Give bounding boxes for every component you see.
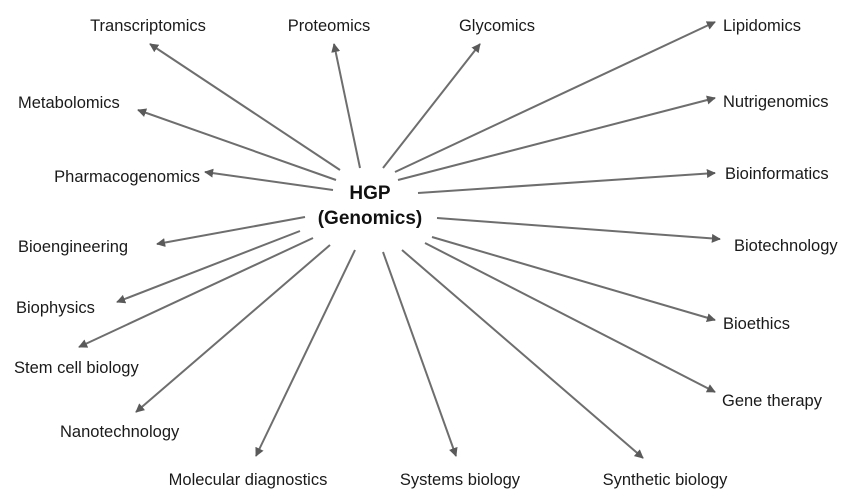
node-label-nutrigenomics: Nutrigenomics	[723, 93, 828, 111]
arrow-to-molecular-diagnostics	[255, 249, 356, 457]
node-label-pharmacogenomics: Pharmacogenomics	[54, 168, 200, 186]
node-label-transcriptomics: Transcriptomics	[90, 17, 206, 35]
node-label-lipidomics: Lipidomics	[723, 17, 801, 35]
hub-label-hgp: HGP	[349, 183, 391, 204]
node-label-synthetic-biology: Synthetic biology	[603, 471, 728, 489]
node-label-stem-cell-biology: Stem cell biology	[14, 359, 139, 377]
arrow-to-transcriptomics	[149, 43, 341, 171]
node-label-molecular-diagnostics: Molecular diagnostics	[169, 471, 328, 489]
node-label-nanotechnology: Nanotechnology	[60, 423, 180, 441]
node-label-bioinformatics: Bioinformatics	[725, 165, 829, 183]
arrow-to-systems-biology	[382, 251, 458, 457]
node-label-glycomics: Glycomics	[459, 17, 535, 35]
arrow-to-pharmacogenomics	[204, 168, 334, 191]
node-label-bioengineering: Bioengineering	[18, 238, 128, 256]
arrow-to-metabolomics	[137, 108, 337, 181]
arrow-to-bioengineering	[156, 216, 306, 247]
arrow-to-gene-therapy	[424, 242, 716, 393]
arrow-layer	[78, 21, 721, 459]
node-label-bioethics: Bioethics	[723, 315, 790, 333]
node-labels: Transcriptomics Proteomics Glycomics Lipido…	[14, 17, 838, 489]
arrow-to-nutrigenomics	[397, 95, 716, 181]
arrow-to-stem-cell-biology	[78, 237, 314, 348]
node-label-biotechnology: Biotechnology	[734, 237, 838, 255]
arrow-to-lipidomics	[394, 21, 716, 173]
node-label-systems-biology: Systems biology	[400, 471, 521, 489]
arrow-to-nanotechnology	[135, 244, 331, 413]
hub-label-genomics: (Genomics)	[318, 208, 423, 229]
node-label-proteomics: Proteomics	[288, 17, 371, 35]
node-label-biophysics: Biophysics	[16, 299, 95, 317]
arrow-to-bioinformatics	[417, 169, 716, 194]
arrow-to-bioethics	[431, 236, 716, 323]
arrow-to-glycomics	[382, 43, 481, 169]
node-label-gene-therapy: Gene therapy	[722, 392, 823, 410]
arrow-to-biotechnology	[436, 217, 721, 243]
arrow-to-synthetic-biology	[401, 249, 644, 459]
arrow-to-proteomics	[331, 43, 361, 169]
node-label-metabolomics: Metabolomics	[18, 94, 120, 112]
arrow-to-biophysics	[116, 230, 301, 304]
